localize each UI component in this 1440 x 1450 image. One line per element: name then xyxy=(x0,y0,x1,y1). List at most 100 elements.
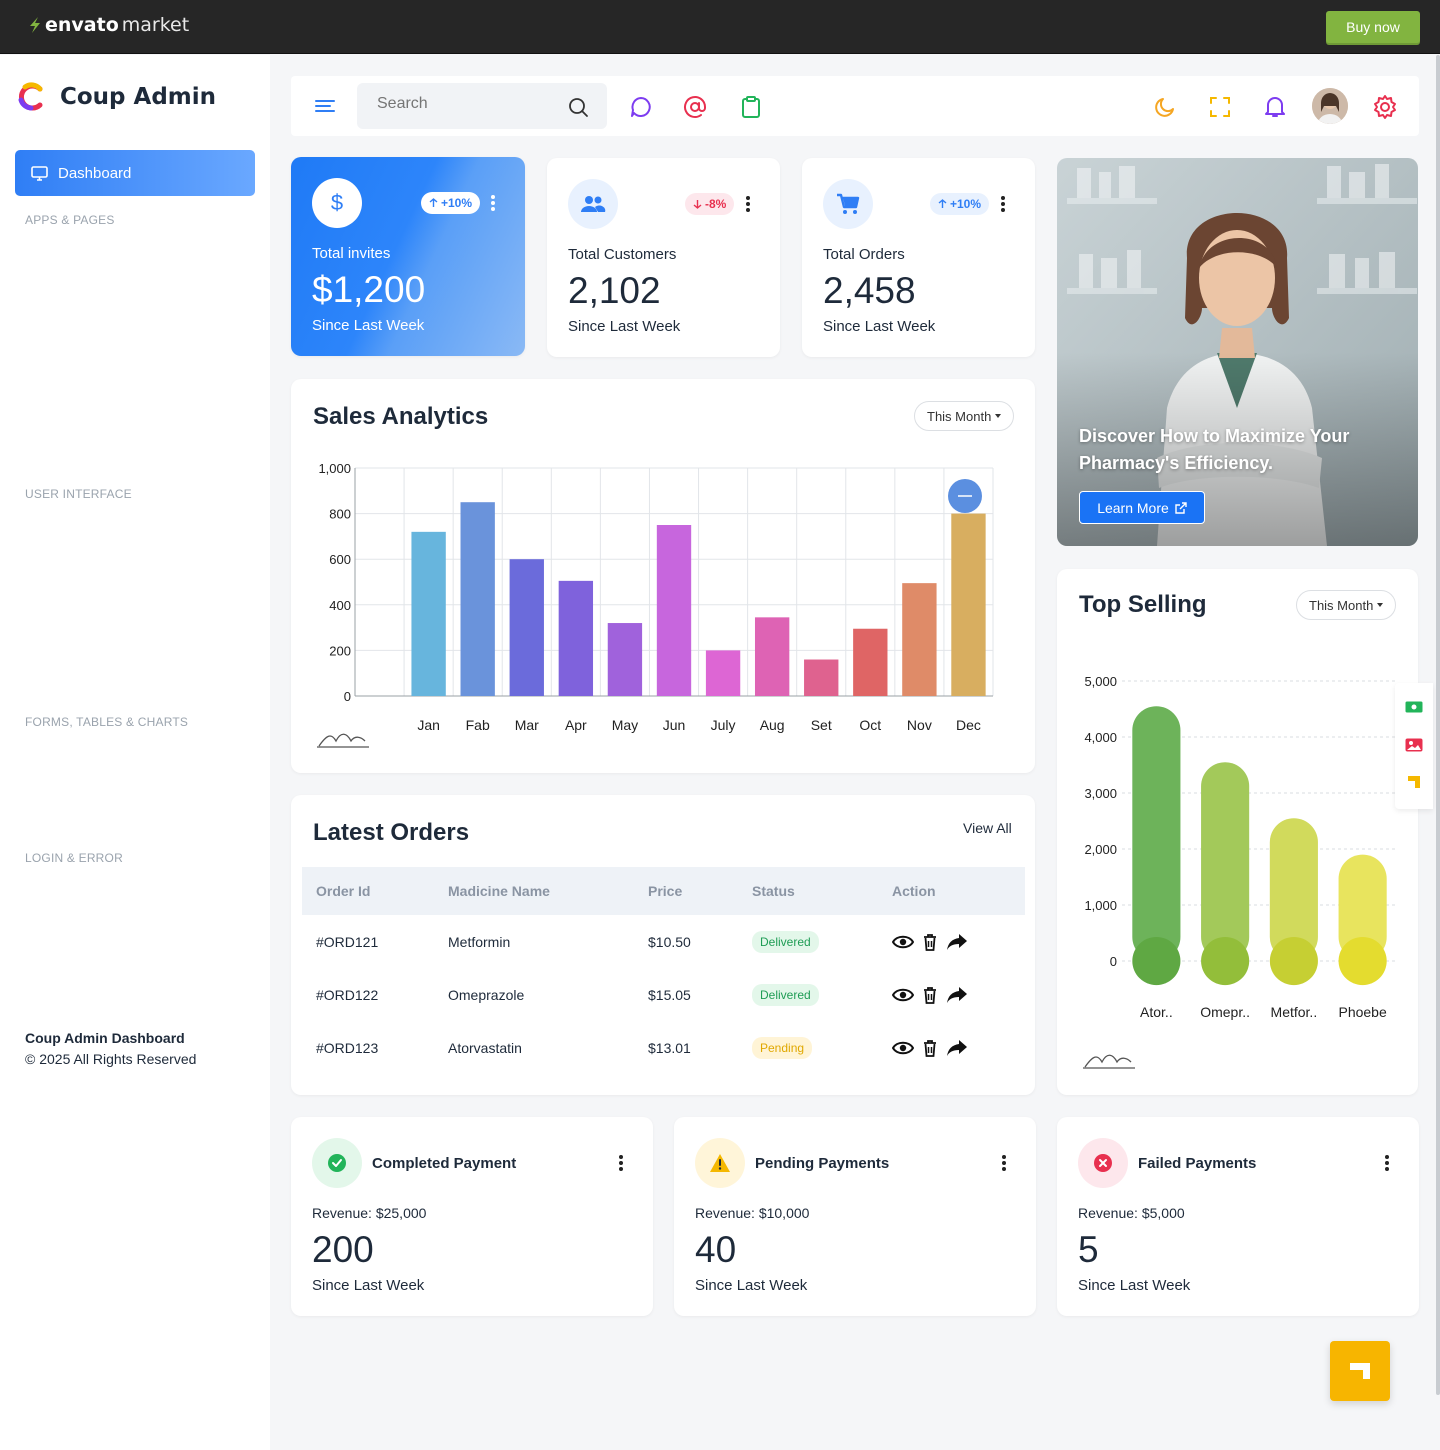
col-action: Action xyxy=(878,867,1025,915)
table-row: #ORD123 Atorvastatin $13.01 Pending xyxy=(302,1021,1025,1074)
money-icon[interactable] xyxy=(1404,697,1424,717)
status-badge: Delivered xyxy=(752,983,819,1006)
sales-bar-set xyxy=(804,659,839,696)
top-selling-card: Top Selling This Month 0 1,000 2,000 3,000 4… xyxy=(1057,569,1418,1095)
sales-bar-chart: 0 200 400 600 800 1,000 Jan Fab Mar Apr May Jun July… xyxy=(317,461,994,748)
forward-share-icon[interactable] xyxy=(946,986,968,1004)
x-tick-label: Jan xyxy=(417,717,440,733)
buy-flag-icon[interactable] xyxy=(1404,772,1424,792)
col-order-id: Order Id xyxy=(302,867,434,915)
arrow-up-icon xyxy=(429,198,438,207)
sidebar-item-dashboard[interactable]: Dashboard xyxy=(15,150,255,196)
order-price: $10.50 xyxy=(648,933,691,950)
change-value: +10% xyxy=(950,197,982,211)
payment-value: 40 xyxy=(695,1229,737,1270)
settings-gear-icon[interactable] xyxy=(1372,94,1398,120)
envato-logo[interactable]: envato market xyxy=(28,14,189,36)
clipboard-icon[interactable] xyxy=(739,95,763,119)
delete-trash-icon[interactable] xyxy=(922,933,938,951)
change-badge: -8% xyxy=(685,193,735,215)
bell-icon[interactable] xyxy=(1263,95,1287,119)
top-selling-filter-dropdown[interactable]: This Month xyxy=(1296,590,1397,620)
sidebar-footer: Coup Admin Dashboard © 2025 All Rights R… xyxy=(25,1028,196,1070)
chat-icon[interactable] xyxy=(629,95,653,119)
view-eye-icon[interactable] xyxy=(892,934,914,950)
forward-share-icon[interactable] xyxy=(946,933,968,951)
moon-icon[interactable] xyxy=(1153,95,1177,119)
x-tick-label: Metfor.. xyxy=(1271,1004,1318,1020)
action-cell xyxy=(878,1021,1025,1074)
x-tick-label: Omepr.. xyxy=(1200,1004,1250,1020)
sidebar-item-label: Dashboard xyxy=(58,164,132,182)
buy-now-button[interactable]: Buy now xyxy=(1326,11,1420,43)
buy-floating-button[interactable] xyxy=(1330,1341,1390,1401)
medicine-name: Atorvastatin xyxy=(448,1039,522,1056)
page-scrollbar[interactable] xyxy=(1436,55,1440,1395)
pharmacist-photo xyxy=(1057,158,1418,546)
y-tick-label: 2,000 xyxy=(1084,842,1117,857)
fullscreen-icon[interactable] xyxy=(1208,95,1232,119)
learn-more-button[interactable]: Learn More xyxy=(1079,491,1205,524)
medicine-name: Metformin xyxy=(448,933,511,950)
x-tick-label: Oct xyxy=(859,717,881,733)
forward-share-icon[interactable] xyxy=(946,1039,968,1057)
table-header-row: Order Id Madicine Name Price Status Acti… xyxy=(302,867,1025,915)
user-avatar[interactable] xyxy=(1312,88,1348,124)
stat-label: Total Customers xyxy=(568,246,677,263)
stat-since: Since Last Week xyxy=(568,318,681,335)
sidebar: Coup Admin Dashboard APPS & PAGES USER I… xyxy=(0,55,270,1450)
stat-value: $1,200 xyxy=(312,269,426,310)
change-value: -8% xyxy=(705,197,727,211)
envato-leaf-icon xyxy=(30,17,40,33)
top-selling-bar xyxy=(1201,762,1250,961)
view-eye-icon[interactable] xyxy=(892,1040,914,1056)
top-selling-bar-chart: 0 1,000 2,000 3,000 4,000 5,000 Ator.. Omepr.. M… xyxy=(1083,674,1397,1069)
more-options-icon[interactable] xyxy=(616,1153,626,1173)
image-gallery-icon[interactable] xyxy=(1404,735,1424,755)
section-forms-tables-charts: FORMS, TABLES & CHARTS xyxy=(25,715,189,729)
footer-copyright: © 2025 All Rights Reserved xyxy=(25,1051,197,1067)
more-options-icon[interactable] xyxy=(1382,1153,1392,1173)
payment-revenue: Revenue: $10,000 xyxy=(695,1205,810,1221)
table-row: #ORD121 Metformin $10.50 Delivered xyxy=(302,915,1025,968)
table-row: #ORD122 Omeprazole $15.05 Delivered xyxy=(302,968,1025,1021)
x-tick-label: Apr xyxy=(565,717,587,733)
stat-value: 2,102 xyxy=(568,270,661,311)
payment-since: Since Last Week xyxy=(1078,1277,1191,1294)
view-eye-icon[interactable] xyxy=(892,987,914,1003)
view-all-link[interactable]: View All xyxy=(963,820,1012,836)
section-apps-pages: APPS & PAGES xyxy=(25,213,115,227)
search-box xyxy=(357,83,607,129)
menu-toggle-icon[interactable] xyxy=(313,96,337,116)
envato-logo-bold: envato xyxy=(45,14,119,36)
brand[interactable]: Coup Admin xyxy=(16,82,216,112)
monitor-icon xyxy=(31,165,48,181)
wave-logo-icon xyxy=(317,733,369,748)
payment-card-completed: Completed Payment Revenue: $25,000 200 S… xyxy=(291,1117,653,1316)
more-options-icon[interactable] xyxy=(488,193,498,213)
payment-since: Since Last Week xyxy=(695,1277,808,1294)
promo-card: Discover How to Maximize Your Pharmacy's… xyxy=(1057,158,1418,546)
change-badge: +10% xyxy=(930,193,990,215)
col-price: Price xyxy=(634,867,738,915)
stat-value: 2,458 xyxy=(823,270,916,311)
payment-revenue: Revenue: $5,000 xyxy=(1078,1205,1185,1221)
caret-down-icon xyxy=(1377,603,1384,607)
search-input[interactable] xyxy=(377,95,557,113)
more-options-icon[interactable] xyxy=(998,194,1008,214)
bar-end-cap xyxy=(1269,936,1318,986)
at-sign-icon[interactable] xyxy=(683,95,707,119)
search-icon[interactable] xyxy=(567,96,589,118)
more-options-icon[interactable] xyxy=(743,194,753,214)
section-login-error: LOGIN & ERROR xyxy=(25,851,123,865)
more-options-icon[interactable] xyxy=(999,1153,1009,1173)
cart-icon xyxy=(823,179,873,229)
delete-trash-icon[interactable] xyxy=(922,986,938,1004)
x-tick-label: Ator.. xyxy=(1140,1004,1173,1020)
dollar-icon: $ xyxy=(312,178,362,228)
delete-trash-icon[interactable] xyxy=(922,1039,938,1057)
x-tick-label: Aug xyxy=(760,717,785,733)
sales-filter-dropdown[interactable]: This Month xyxy=(914,401,1015,431)
x-tick-label: Mar xyxy=(515,717,539,733)
y-tick-label: 1,000 xyxy=(318,461,351,476)
